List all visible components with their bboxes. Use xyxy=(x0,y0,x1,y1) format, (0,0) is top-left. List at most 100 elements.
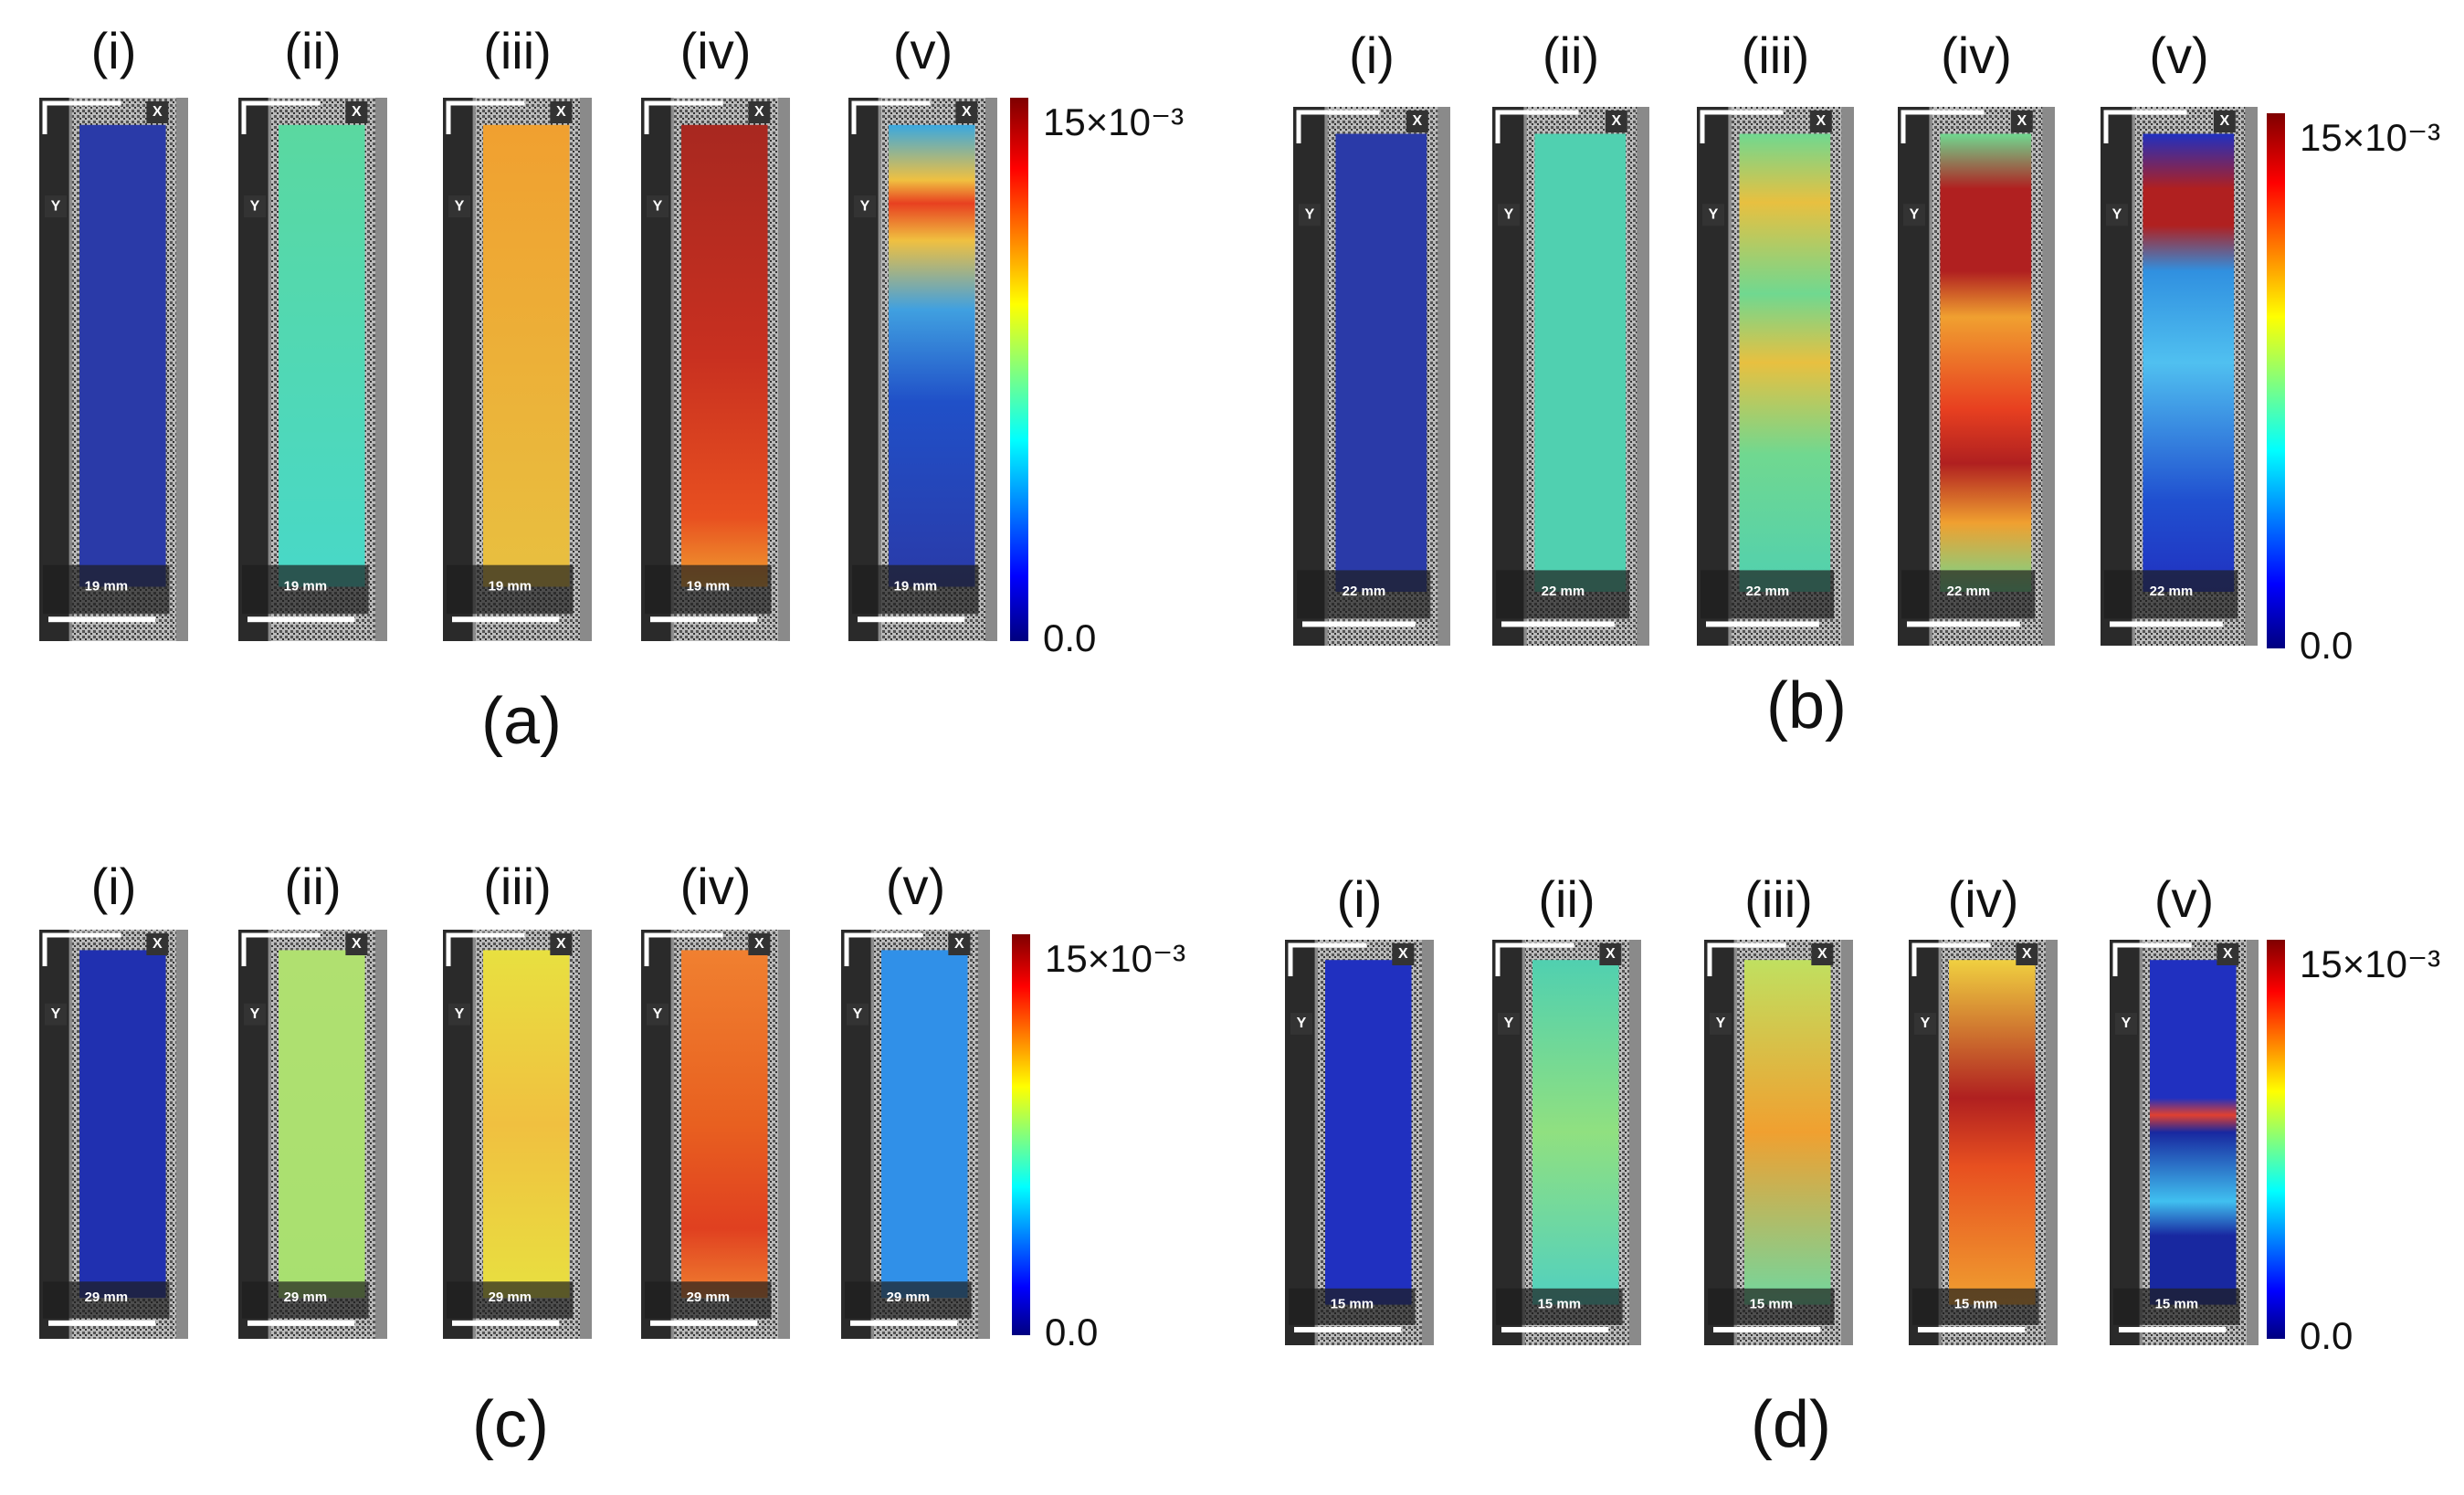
x-marker-box xyxy=(2010,111,2033,132)
y-marker: Y xyxy=(1716,1016,1726,1031)
strain-map xyxy=(889,124,975,587)
strain-map xyxy=(2150,960,2237,1305)
scale-box xyxy=(2104,570,2238,619)
axis-bracket xyxy=(2103,110,2187,143)
x-marker-box xyxy=(1605,111,1627,132)
scale-bar xyxy=(247,1320,355,1326)
subpanel-label: (v) xyxy=(2149,26,2208,84)
scale-box xyxy=(1289,1288,1416,1325)
colorbar-min-label: 0.0 xyxy=(1043,616,1096,659)
strain-map xyxy=(1532,960,1619,1305)
scale-box xyxy=(242,1281,369,1319)
x-marker-box xyxy=(1599,943,1622,965)
y-marker-box xyxy=(1914,1012,1936,1035)
x-marker-box xyxy=(2217,943,2239,965)
scale-bar xyxy=(1907,621,2020,627)
grip xyxy=(1492,107,1524,646)
x-marker: X xyxy=(2220,113,2230,129)
scale-box xyxy=(1297,570,1431,619)
strain-map xyxy=(1744,960,1831,1305)
colorbar-max-label: 15×10⁻³ xyxy=(1043,100,1184,143)
axis-bracket xyxy=(1495,942,1574,976)
strain-map xyxy=(483,950,570,1299)
x-marker-box xyxy=(550,933,573,955)
x-marker: X xyxy=(1398,946,1408,962)
subpanel-label: (ii) xyxy=(1538,870,1595,928)
scale-box xyxy=(845,1281,972,1319)
scale-label: 19 mm xyxy=(894,578,938,594)
panel-label: (b) xyxy=(1766,669,1847,742)
scale-box xyxy=(1901,570,2036,619)
y-marker: Y xyxy=(1910,206,1920,222)
y-marker: Y xyxy=(51,198,61,214)
strain-map xyxy=(2143,133,2235,592)
grip xyxy=(1697,107,1729,646)
y-marker: Y xyxy=(250,198,260,214)
colorbar-min-label: 0.0 xyxy=(1045,1311,1098,1353)
scale-box xyxy=(1912,1288,2039,1325)
x-marker: X xyxy=(352,936,362,952)
subpanel-label: (iii) xyxy=(1744,870,1813,928)
subpanel-label: (i) xyxy=(1349,26,1395,84)
scale-box xyxy=(1701,570,1835,619)
y-marker: Y xyxy=(853,1006,863,1022)
grip xyxy=(1704,940,1734,1345)
axis-bracket xyxy=(644,100,723,134)
y-marker: Y xyxy=(1504,206,1514,222)
strain-map xyxy=(1739,133,1831,592)
scale-label: 15 mm xyxy=(1331,1297,1374,1312)
y-marker-box xyxy=(1290,1012,1312,1035)
x-marker-box xyxy=(1392,943,1415,965)
y-marker: Y xyxy=(1305,206,1315,222)
scale-label: 15 mm xyxy=(1750,1297,1794,1312)
scale-bar xyxy=(1302,621,1416,627)
grip xyxy=(443,98,473,641)
scale-bar xyxy=(858,616,965,623)
scale-bar xyxy=(2119,1327,2227,1333)
grip xyxy=(1293,107,1325,646)
scale-label: 19 mm xyxy=(284,578,328,594)
subpanel-label: (ii) xyxy=(284,22,341,79)
scale-bar xyxy=(1713,1327,1821,1333)
scale-label: 22 mm xyxy=(1343,584,1386,599)
scale-bar xyxy=(1918,1327,2026,1333)
scale-box xyxy=(447,564,574,615)
y-marker: Y xyxy=(1504,1016,1514,1031)
y-marker-box xyxy=(1903,204,1925,226)
x-marker: X xyxy=(153,936,163,952)
scale-label: 29 mm xyxy=(687,1290,731,1305)
axis-bracket xyxy=(1911,942,1991,976)
grip xyxy=(841,930,871,1339)
x-marker-box xyxy=(146,101,169,123)
scale-bar xyxy=(1294,1327,1402,1333)
scale-box xyxy=(852,564,979,615)
scale-box xyxy=(447,1281,574,1319)
grip xyxy=(1492,940,1522,1345)
x-marker: X xyxy=(2017,113,2027,129)
y-marker: Y xyxy=(1921,1016,1931,1031)
scale-label: 15 mm xyxy=(1538,1297,1582,1312)
x-marker: X xyxy=(556,936,566,952)
y-marker-box xyxy=(244,1003,266,1026)
y-marker: Y xyxy=(2122,1016,2132,1031)
subpanel-label: (iv) xyxy=(680,22,752,79)
y-marker-box xyxy=(244,195,266,218)
y-marker: Y xyxy=(860,198,870,214)
x-marker-box xyxy=(146,933,169,955)
panel-label: (d) xyxy=(1751,1388,1831,1461)
scale-label: 29 mm xyxy=(489,1290,532,1305)
scale-bar xyxy=(1501,1327,1609,1333)
x-marker-box xyxy=(345,101,368,123)
strain-map xyxy=(279,124,365,587)
scale-label: 15 mm xyxy=(1954,1297,1998,1312)
scale-box xyxy=(2113,1288,2240,1325)
grip xyxy=(1285,940,1315,1345)
colorbar-max-label: 15×10⁻³ xyxy=(1045,937,1185,980)
x-marker-box xyxy=(748,101,771,123)
strain-map xyxy=(681,950,768,1299)
scale-box xyxy=(1708,1288,1835,1325)
strain-map xyxy=(881,950,968,1299)
grip xyxy=(2110,940,2140,1345)
x-marker-box xyxy=(1809,111,1832,132)
strain-map xyxy=(79,124,166,587)
